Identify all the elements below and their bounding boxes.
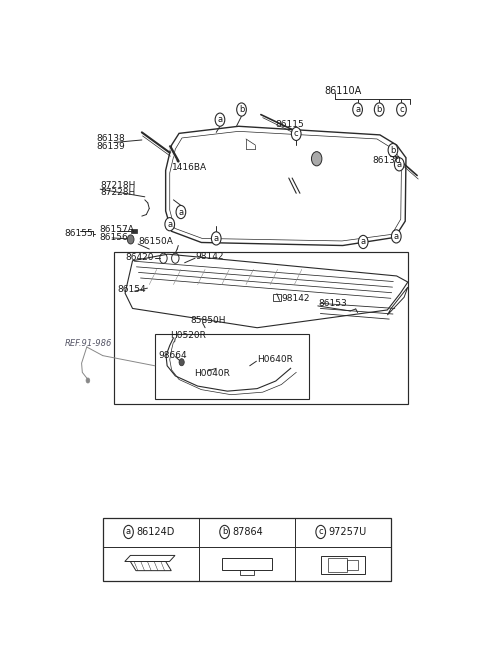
- Text: b: b: [222, 527, 228, 536]
- Text: a: a: [394, 232, 399, 241]
- Circle shape: [176, 206, 186, 219]
- Text: REF.91-986: REF.91-986: [64, 339, 112, 349]
- Text: a: a: [179, 208, 183, 217]
- Circle shape: [396, 103, 407, 116]
- Text: b: b: [376, 105, 382, 114]
- Text: 86420: 86420: [125, 252, 154, 262]
- Circle shape: [215, 113, 225, 127]
- Text: 86155: 86155: [64, 229, 93, 239]
- Bar: [321, 556, 365, 574]
- Text: 97257U: 97257U: [328, 527, 366, 537]
- Text: 85850H: 85850H: [190, 316, 226, 325]
- Text: a: a: [167, 219, 172, 229]
- Bar: [155, 334, 309, 399]
- Text: 86156: 86156: [99, 233, 128, 242]
- Text: c: c: [318, 527, 323, 536]
- Text: a: a: [355, 105, 360, 114]
- Text: H0520R: H0520R: [170, 331, 205, 340]
- Text: a: a: [217, 115, 223, 124]
- Text: 86139: 86139: [96, 142, 125, 150]
- Text: a: a: [396, 160, 402, 169]
- Bar: [222, 558, 272, 569]
- Text: 87228H: 87228H: [100, 188, 135, 197]
- Circle shape: [86, 378, 90, 383]
- Circle shape: [395, 158, 404, 171]
- Circle shape: [291, 127, 301, 140]
- Text: c: c: [399, 105, 404, 114]
- Circle shape: [237, 103, 246, 116]
- Circle shape: [211, 232, 221, 245]
- Circle shape: [165, 217, 175, 231]
- Text: 86153: 86153: [319, 299, 348, 308]
- Bar: [240, 569, 253, 575]
- Bar: [114, 252, 408, 404]
- Circle shape: [392, 230, 401, 243]
- Circle shape: [374, 103, 384, 116]
- Text: 86150A: 86150A: [138, 237, 173, 246]
- Circle shape: [316, 525, 325, 538]
- Text: 98142: 98142: [196, 252, 224, 261]
- Text: 86130: 86130: [372, 156, 401, 165]
- Bar: [328, 558, 347, 571]
- Text: H0040R: H0040R: [194, 369, 230, 378]
- Circle shape: [359, 235, 368, 248]
- Text: 86124D: 86124D: [136, 527, 174, 537]
- Text: 86138: 86138: [96, 134, 125, 144]
- Text: b: b: [390, 146, 396, 155]
- Text: 98142: 98142: [281, 295, 310, 303]
- Text: a: a: [360, 237, 366, 246]
- Text: a: a: [126, 527, 131, 536]
- Bar: [273, 294, 281, 301]
- Text: 86115: 86115: [276, 120, 304, 129]
- Circle shape: [124, 525, 133, 538]
- Text: c: c: [294, 129, 299, 138]
- Circle shape: [220, 525, 229, 538]
- Circle shape: [353, 103, 362, 116]
- Text: 87864: 87864: [232, 527, 263, 537]
- Text: 1416BA: 1416BA: [172, 163, 207, 173]
- Bar: [103, 518, 391, 581]
- Bar: [348, 560, 358, 569]
- Circle shape: [127, 235, 134, 244]
- Bar: [132, 229, 137, 233]
- Text: H0640R: H0640R: [257, 355, 293, 364]
- Text: 86110A: 86110A: [324, 86, 361, 96]
- Text: b: b: [239, 105, 244, 114]
- Text: 86157A: 86157A: [99, 225, 134, 235]
- Circle shape: [388, 144, 398, 157]
- Text: 86154: 86154: [118, 285, 146, 294]
- Circle shape: [312, 152, 322, 166]
- Text: a: a: [214, 234, 219, 243]
- Text: 87218H: 87218H: [100, 181, 135, 190]
- Text: 98664: 98664: [158, 351, 187, 360]
- Circle shape: [179, 358, 184, 366]
